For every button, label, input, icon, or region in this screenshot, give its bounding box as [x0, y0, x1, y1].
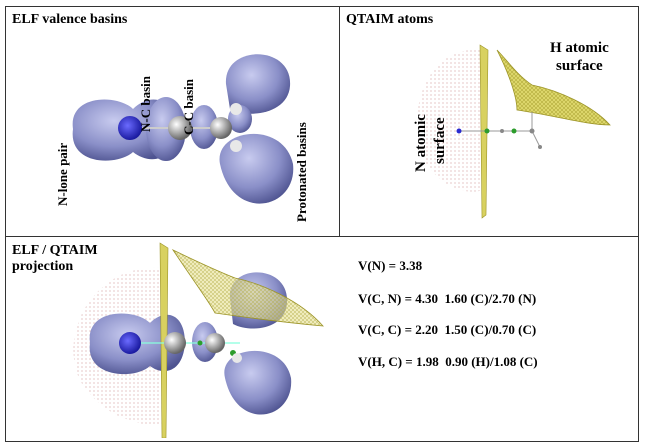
- hydrogen-atom-2: [230, 140, 242, 152]
- panel-divider-horizontal: [5, 236, 639, 237]
- label-protonated-basins: Protonated basins: [294, 122, 309, 222]
- h-atomic-surface: [496, 49, 611, 126]
- qtaim-nitrogen: [456, 128, 462, 134]
- projection-zero-flux-surface: [159, 242, 324, 438]
- label-lone-pair: N-lone pair: [55, 142, 70, 206]
- n-atomic-surface: [416, 49, 482, 192]
- projection-molecule: [119, 332, 242, 363]
- elf-basins-figure: [72, 54, 294, 204]
- molecule-atoms: [118, 103, 242, 152]
- projection-title-line1: ELF / QTAIM: [12, 243, 98, 258]
- label-n-atomic-line1: N atomic: [413, 114, 429, 172]
- label-cc-basin: C-C basin: [181, 79, 196, 135]
- panel-divider-vertical: [339, 6, 340, 236]
- hydrogen-atom-1: [230, 103, 242, 115]
- carbon-atom-1: [168, 116, 192, 140]
- value-vcc: V(C, C) = 2.20 1.50 (C)/0.70 (C): [358, 322, 537, 337]
- elf-panel-title: ELF valence basins: [12, 12, 128, 27]
- value-vhc: V(H, C) = 1.98 0.90 (H)/1.08 (C): [358, 354, 538, 369]
- nitrogen-atom: [118, 116, 142, 140]
- carbon-atom-2: [210, 117, 232, 139]
- qtaim-molecule: [456, 112, 542, 149]
- qtaim-figure: [416, 44, 611, 219]
- projection-title-line2: projection: [12, 259, 74, 274]
- projection-figure: [73, 242, 324, 438]
- label-h-atomic-line2: surface: [556, 58, 603, 74]
- label-n-atomic-line2: surface: [432, 117, 448, 164]
- value-vcn: V(C, N) = 4.30 1.60 (C)/2.70 (N): [358, 291, 537, 306]
- value-vn: V(N) = 3.38: [358, 258, 423, 273]
- figure-frame: [5, 6, 639, 442]
- label-nc-basin: N-C basin: [138, 76, 153, 132]
- label-h-atomic-line1: H atomic: [550, 40, 609, 56]
- qtaim-panel-title: QTAIM atoms: [346, 12, 434, 27]
